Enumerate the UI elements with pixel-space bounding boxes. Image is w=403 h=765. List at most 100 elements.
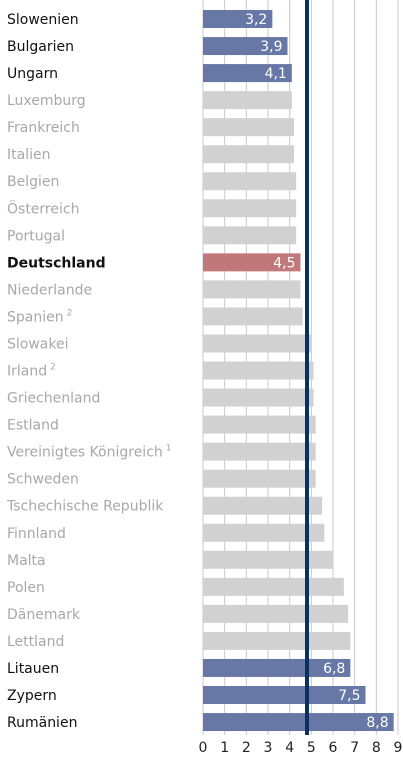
- category-name: Italien: [7, 147, 50, 163]
- category-label: Slowakei: [7, 336, 68, 352]
- category-label: Luxemburg: [7, 93, 86, 109]
- bar: [203, 10, 273, 28]
- category-name: Lettland: [7, 634, 64, 650]
- x-tick-label: 4: [285, 740, 294, 756]
- category-name: Portugal: [7, 228, 65, 244]
- category-label: Deutschland: [7, 255, 106, 271]
- category-name: Finnland: [7, 526, 66, 542]
- bar: [203, 550, 333, 569]
- category-name: Vereinigtes Königreich: [7, 445, 163, 461]
- category-label: Slowenien: [7, 12, 79, 28]
- bar: [203, 604, 349, 623]
- bar: [203, 442, 316, 461]
- category-label: Niederlande: [7, 282, 92, 298]
- category-label: Vereinigtes Königreich 1: [7, 443, 172, 461]
- bar: [203, 91, 292, 110]
- bar: [203, 253, 301, 272]
- bar: [203, 658, 351, 677]
- category-name: Bulgarien: [7, 39, 74, 55]
- category-label: Italien: [7, 147, 50, 163]
- footnote-mark: 1: [166, 443, 172, 453]
- bar: [203, 199, 297, 218]
- value-label: 7,5: [338, 688, 360, 704]
- bar: [203, 145, 294, 164]
- bar: [203, 577, 344, 596]
- category-label: Polen: [7, 580, 45, 596]
- value-label: 8,8: [366, 715, 388, 731]
- category-label: Österreich: [7, 199, 79, 217]
- x-tick-label: 7: [350, 740, 359, 756]
- bar: [203, 713, 394, 732]
- category-name: Österreich: [7, 199, 79, 217]
- category-name: Deutschland: [7, 255, 106, 271]
- footnote-mark: 2: [50, 362, 56, 372]
- category-name: Malta: [7, 553, 46, 569]
- category-name: Polen: [7, 580, 45, 596]
- category-label: Finnland: [7, 526, 66, 542]
- category-label: Frankreich: [7, 120, 80, 136]
- category-name: Schweden: [7, 472, 79, 488]
- bar: [203, 388, 314, 407]
- category-name: Tschechische Republik: [6, 499, 164, 515]
- value-label: 4,1: [265, 66, 287, 82]
- bar: [203, 334, 312, 353]
- bar: [203, 415, 316, 434]
- category-label: Belgien: [7, 174, 59, 190]
- category-label: Zypern: [7, 688, 57, 704]
- category-label: Ungarn: [7, 66, 58, 82]
- category-name: Luxemburg: [7, 93, 86, 109]
- category-label: Rumänien: [7, 715, 77, 731]
- category-label: Lettland: [7, 634, 64, 650]
- bar: [203, 523, 325, 542]
- category-name: Estland: [7, 418, 59, 434]
- category-label: Schweden: [7, 472, 79, 488]
- category-label: Dänemark: [7, 607, 81, 623]
- category-name: Niederlande: [7, 282, 92, 298]
- x-tick-label: 2: [242, 740, 251, 756]
- category-label: Tschechische Republik: [6, 499, 164, 515]
- category-name: Spanien: [7, 309, 64, 325]
- category-name: Litauen: [7, 661, 59, 677]
- category-name: Ungarn: [7, 66, 58, 82]
- x-tick-label: 9: [394, 740, 403, 756]
- bar: [203, 280, 301, 299]
- bar: [203, 172, 297, 191]
- bar: [203, 307, 303, 326]
- bar: [203, 496, 323, 515]
- bar: [203, 469, 316, 488]
- category-label: Bulgarien: [7, 39, 74, 55]
- category-name: Frankreich: [7, 120, 80, 136]
- value-label: 3,2: [245, 12, 267, 28]
- category-name: Belgien: [7, 174, 59, 190]
- x-tick-label: 1: [220, 740, 229, 756]
- category-label: Griechenland: [7, 391, 100, 407]
- bar: [203, 631, 351, 650]
- footnote-mark: 2: [67, 308, 73, 318]
- category-name: Slowakei: [7, 336, 68, 352]
- bar: [203, 37, 288, 56]
- category-name: Slowenien: [7, 12, 79, 28]
- category-label: Estland: [7, 418, 59, 434]
- category-label: Malta: [7, 553, 46, 569]
- category-name: Zypern: [7, 688, 57, 704]
- x-tick-label: 5: [307, 740, 316, 756]
- x-tick-label: 0: [199, 740, 208, 756]
- bar: [203, 64, 292, 83]
- x-tick-label: 8: [372, 740, 381, 756]
- value-label: 4,5: [273, 255, 295, 271]
- category-name: Irland: [7, 364, 47, 380]
- category-name: Rumänien: [7, 715, 77, 731]
- category-name: Griechenland: [7, 391, 100, 407]
- category-label: Portugal: [7, 228, 65, 244]
- value-label: 3,9: [260, 39, 282, 55]
- bar: [203, 226, 297, 245]
- category-label: Litauen: [7, 661, 59, 677]
- x-tick-label: 3: [264, 740, 273, 756]
- bar: [203, 118, 294, 137]
- bar: [203, 686, 366, 704]
- bar: [203, 361, 314, 380]
- category-name: Dänemark: [7, 607, 81, 623]
- value-label: 6,8: [323, 661, 345, 677]
- category-label: Irland 2: [7, 362, 56, 380]
